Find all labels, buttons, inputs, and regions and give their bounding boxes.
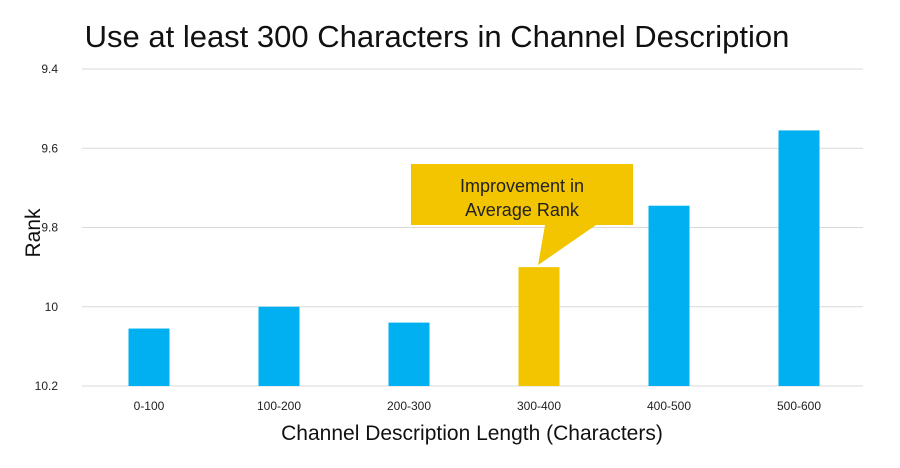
chart-title: Use at least 300 Characters in Channel D… xyxy=(85,19,790,54)
bar-400-500 xyxy=(648,205,690,386)
bars xyxy=(128,130,820,386)
y-tick-label: 9.8 xyxy=(41,221,58,235)
x-tick-labels: 0-100 100-200 200-300 300-400 400-500 500-600 xyxy=(134,399,822,413)
x-tick-label: 100-200 xyxy=(257,399,301,413)
x-axis-label: Channel Description Length (Characters) xyxy=(281,422,663,445)
x-tick-label: 200-300 xyxy=(387,399,431,413)
y-tick-label: 9.4 xyxy=(41,62,58,76)
callout-bubble xyxy=(411,164,633,266)
annotation-callout: Improvement in Average Rank xyxy=(411,164,633,266)
y-tick-labels: 9.4 9.6 9.8 10 10.2 xyxy=(35,62,59,393)
x-tick-label: 0-100 xyxy=(134,399,165,413)
y-axis-label: Rank xyxy=(22,208,45,258)
y-tick-label: 9.6 xyxy=(41,141,58,155)
y-tick-label: 10.2 xyxy=(35,379,59,393)
y-tick-label: 10 xyxy=(45,300,59,314)
x-tick-label: 300-400 xyxy=(517,399,561,413)
x-tick-label: 500-600 xyxy=(777,399,821,413)
annotation-line-2: Average Rank xyxy=(465,200,580,220)
grid-lines xyxy=(82,68,863,387)
bar-200-300 xyxy=(388,322,430,386)
x-tick-label: 400-500 xyxy=(647,399,691,413)
bar-100-200 xyxy=(258,306,300,386)
bar-300-400 xyxy=(518,267,560,386)
annotation-line-1: Improvement in xyxy=(460,176,584,196)
bar-0-100 xyxy=(128,328,170,386)
bar-500-600 xyxy=(778,130,820,386)
